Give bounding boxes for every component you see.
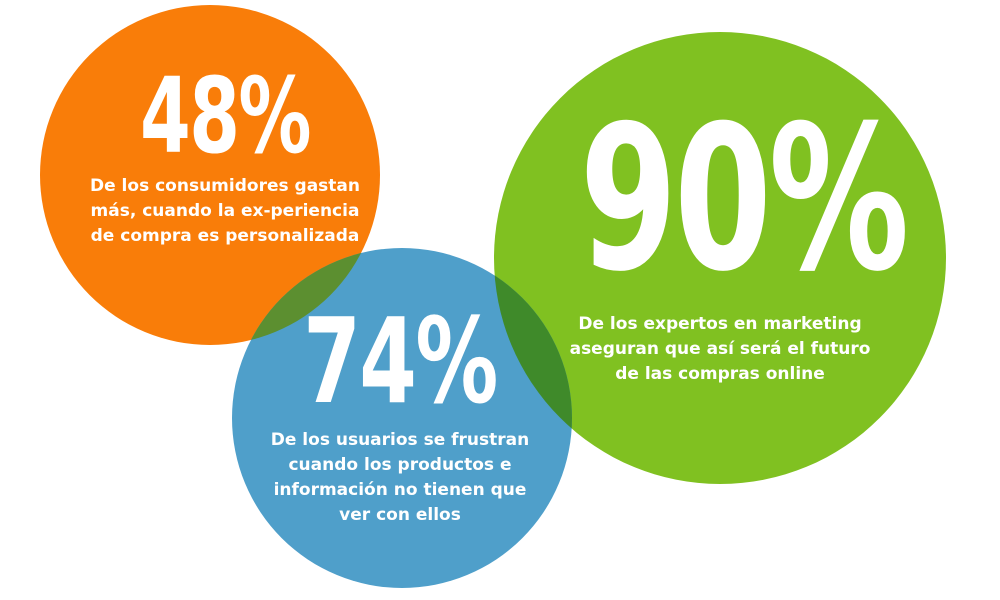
stat-90-percent: 90% bbox=[579, 83, 910, 316]
stat-74: 74% De los usuarios se frustran cuando l… bbox=[250, 302, 550, 528]
stat-48-description: De los consumidores gastan más, cuando l… bbox=[90, 176, 360, 246]
stat-48: 48% De los consumidores gastan más, cuan… bbox=[90, 64, 360, 249]
stat-48-percent: 48% bbox=[139, 55, 312, 177]
circle-74 bbox=[232, 248, 572, 588]
stat-74-description: De los usuarios se frustran cuando los p… bbox=[270, 430, 530, 525]
circle-48 bbox=[40, 5, 380, 345]
stat-90-description: De los expertos en marketing aseguran qu… bbox=[569, 314, 871, 384]
circle-90 bbox=[494, 32, 946, 484]
stat-90: 90% De los expertos en marketing asegura… bbox=[540, 83, 910, 387]
stat-74-percent: 74% bbox=[303, 292, 498, 430]
